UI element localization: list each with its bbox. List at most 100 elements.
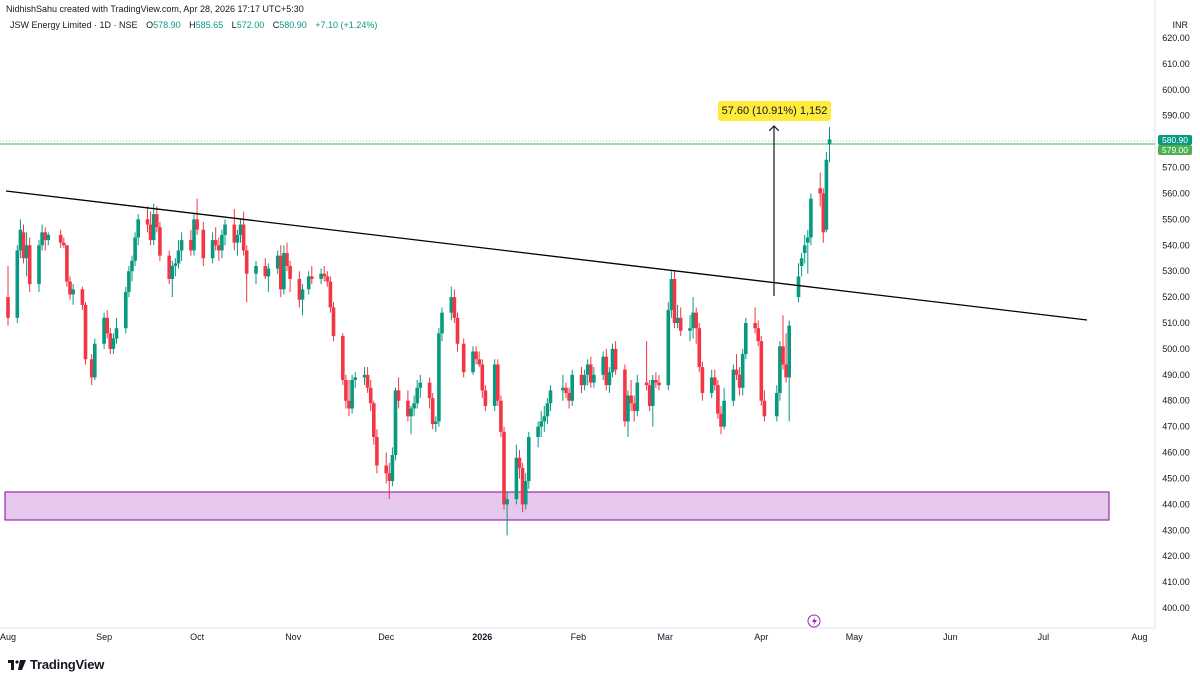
candle[interactable] [654,372,658,388]
candle[interactable] [43,227,47,251]
candle[interactable] [62,237,66,248]
candle[interactable] [672,271,677,329]
candle[interactable] [756,320,760,347]
candle[interactable] [213,227,218,251]
candle[interactable] [496,359,500,406]
candle[interactable] [802,234,807,264]
candle[interactable] [666,302,671,391]
candle[interactable] [341,333,345,386]
candle[interactable] [592,367,596,388]
candle[interactable] [189,229,193,256]
candle[interactable] [477,351,481,368]
candle[interactable] [58,229,63,248]
candle[interactable] [787,320,791,422]
candle[interactable] [737,367,742,396]
candle[interactable] [71,284,75,305]
candle[interactable] [610,343,615,378]
candle[interactable] [709,369,714,399]
candle[interactable] [440,307,444,342]
candle[interactable] [223,219,227,246]
candle[interactable] [430,392,435,430]
candle[interactable] [266,263,271,292]
candle[interactable] [325,271,330,287]
candle[interactable] [396,377,401,409]
candle[interactable] [322,266,326,282]
candle[interactable] [136,214,140,246]
support-zone[interactable] [4,491,1110,521]
candle[interactable] [390,447,395,487]
candle[interactable] [694,307,698,344]
candle[interactable] [127,266,131,298]
candle[interactable] [626,390,630,437]
candle[interactable] [799,253,804,277]
candle[interactable] [548,385,553,412]
candle[interactable] [564,382,568,399]
candle[interactable] [192,214,196,256]
candle[interactable] [176,240,181,269]
candle[interactable] [455,312,460,352]
candle[interactable] [409,405,413,435]
candle[interactable] [89,354,94,386]
candle[interactable] [579,367,584,393]
candle[interactable] [124,286,128,334]
candle[interactable] [65,245,69,287]
candle[interactable] [759,335,764,406]
candle[interactable] [310,266,314,285]
candle[interactable] [241,211,246,256]
candle[interactable] [561,374,565,401]
candle[interactable] [623,364,627,427]
candle[interactable] [499,395,503,437]
candle[interactable] [151,203,156,246]
candle[interactable] [114,317,119,344]
candle[interactable] [173,258,178,277]
symbol-name[interactable]: JSW Energy Limited · 1D · NSE [10,20,138,30]
descending-trendline[interactable] [5,190,1088,321]
tradingview-logo[interactable]: TradingView [8,657,104,672]
candle[interactable] [539,411,543,437]
candle[interactable] [306,271,311,295]
candle[interactable] [675,304,680,329]
candle[interactable] [651,374,655,427]
candle[interactable] [607,367,612,393]
candle[interactable] [297,271,302,308]
candle[interactable] [18,219,23,259]
candlestick-series[interactable] [6,126,832,536]
candle[interactable] [523,473,528,510]
candle[interactable] [570,369,574,406]
candle[interactable] [613,341,618,375]
candle[interactable] [68,276,72,300]
candle[interactable] [700,361,705,401]
candle[interactable] [362,367,367,386]
candle[interactable] [21,224,26,264]
candle[interactable] [471,346,475,375]
candle[interactable] [406,390,410,422]
candle[interactable] [740,348,745,396]
candle[interactable] [492,359,497,412]
candle[interactable] [347,380,351,417]
candle[interactable] [691,297,695,339]
candle[interactable] [148,211,153,246]
candle[interactable] [6,266,10,326]
candle[interactable] [713,369,717,391]
candle[interactable] [449,286,454,321]
candle[interactable] [80,286,85,311]
candle[interactable] [635,374,640,417]
candle[interactable] [288,260,292,292]
candle[interactable] [15,245,20,323]
candle[interactable] [678,307,683,336]
candle[interactable] [647,380,652,412]
candle[interactable] [744,317,748,360]
candle[interactable] [238,219,243,243]
candle[interactable] [235,229,240,256]
candle[interactable] [697,323,702,373]
candle[interactable] [387,462,392,500]
candle[interactable] [632,395,636,422]
candle[interactable] [384,452,388,484]
candle[interactable] [567,387,571,409]
price-axis[interactable]: 620.00610.00600.00590.00580.00570.00560.… [1162,33,1190,613]
candle[interactable] [542,405,547,432]
candle[interactable] [328,276,333,313]
candle[interactable] [734,354,739,380]
candle[interactable] [133,232,137,266]
candle[interactable] [719,405,723,435]
